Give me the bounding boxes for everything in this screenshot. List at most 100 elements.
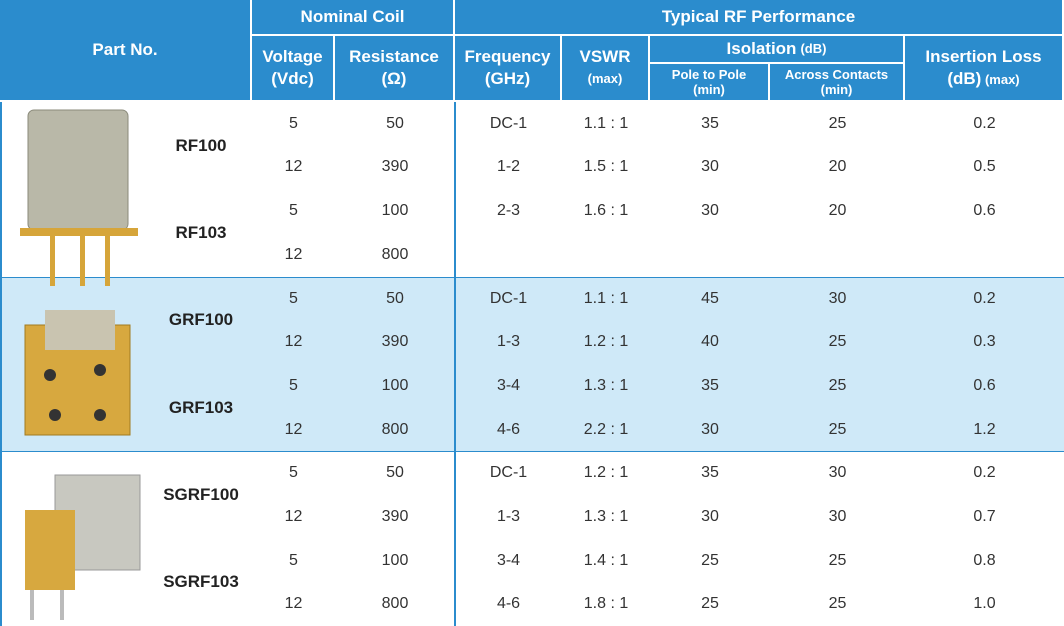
data-cell: 12 (252, 233, 335, 277)
cell-text: (dB) (max) (947, 68, 1019, 91)
cell-text: 390 (381, 333, 409, 351)
data-cell: 12 (252, 582, 335, 626)
cell-text: 12 (284, 333, 303, 351)
data-cell: 25 (650, 539, 770, 583)
data-cell: 30 (650, 189, 770, 233)
cell-text: 0.3 (973, 333, 996, 351)
cell-text: 1.0 (973, 595, 996, 613)
data-cell: 0.6 (905, 364, 1064, 408)
data-cell: 390 (335, 146, 455, 190)
data-cell: 1.5 : 1 (562, 146, 650, 190)
header-cell: Voltage (Vdc) (252, 36, 335, 102)
cell-text: Pole to Pole (671, 67, 747, 82)
cell-text: (dB) (800, 41, 827, 56)
cell-text: RF100 (175, 135, 227, 155)
cell-text: 0.6 (973, 202, 996, 220)
cell-text: 0.5 (973, 158, 996, 176)
data-cell: 1.3 : 1 (562, 364, 650, 408)
cell-text: Typical RF Performance (661, 7, 856, 26)
cell-text: 1.8 : 1 (583, 595, 629, 613)
cell-text: 30 (828, 289, 847, 307)
cell-text: 4-6 (496, 595, 521, 613)
data-cell: 1.2 : 1 (562, 320, 650, 364)
cell-text: SGRF100 (163, 485, 239, 505)
header-cell: Nominal Coil (252, 0, 455, 36)
cell-text: 25 (828, 595, 847, 613)
cell-text: 5 (289, 114, 298, 132)
data-cell: 0.5 (905, 146, 1064, 190)
cell-text: GRF100 (168, 310, 234, 330)
data-cell: 50 (335, 451, 455, 495)
part-name: RF103 (150, 189, 252, 276)
cell-text: 390 (381, 507, 409, 525)
cell-text: 30 (701, 420, 719, 438)
data-cell: 4-6 (455, 582, 562, 626)
data-cell: 3-4 (455, 539, 562, 583)
data-cell: 2.2 : 1 (562, 408, 650, 452)
data-cell: 390 (335, 495, 455, 539)
cell-text: 3-4 (496, 376, 521, 394)
cell-text: 12 (284, 420, 303, 438)
cell-text: 1.1 : 1 (583, 289, 629, 307)
data-cell: 800 (335, 582, 455, 626)
cell-text: (max) (587, 71, 623, 86)
cell-text: VSWR (579, 47, 631, 66)
data-cell: 800 (335, 408, 455, 452)
cell-text: (dB) (947, 68, 982, 88)
cell-text: 1-3 (496, 507, 521, 525)
cell-text: 1.5 : 1 (583, 158, 629, 176)
data-cell: 1.2 : 1 (562, 451, 650, 495)
cell-text: 1.3 : 1 (583, 376, 629, 394)
cell-text: Voltage (262, 47, 323, 66)
cell-text: DC-1 (489, 289, 528, 307)
data-cell: 100 (335, 364, 455, 408)
cell-text: Nominal Coil (300, 7, 405, 26)
data-cell: 30 (770, 495, 905, 539)
data-cell: 5 (252, 102, 335, 146)
data-cell: 50 (335, 277, 455, 321)
cell-text: DC-1 (489, 464, 528, 482)
data-cell: 25 (770, 582, 905, 626)
cell-text: 100 (381, 551, 409, 569)
data-cell: 25 (650, 582, 770, 626)
header-cell: VSWR (max) (562, 36, 650, 102)
cell-text: 100 (381, 202, 409, 220)
cell-text: 35 (701, 114, 719, 132)
header-cell: Part No. (0, 0, 252, 102)
data-cell: 0.2 (905, 451, 1064, 495)
cell-text: 30 (701, 158, 719, 176)
data-cell: 12 (252, 320, 335, 364)
data-cell: 5 (252, 539, 335, 583)
cell-text: 5 (289, 551, 298, 569)
divider (454, 102, 456, 626)
header-cell: Resistance (Ω) (335, 36, 455, 102)
data-cell: 20 (770, 189, 905, 233)
cell-text: (max) (981, 71, 1020, 87)
cell-text: 45 (701, 289, 719, 307)
data-cell: 25 (770, 364, 905, 408)
data-cell: 3-4 (455, 364, 562, 408)
data-cell: 30 (770, 277, 905, 321)
data-cell: 1.2 (905, 408, 1064, 452)
data-cell: DC-1 (455, 451, 562, 495)
data-cell: 1.6 : 1 (562, 189, 650, 233)
data-cell: 390 (335, 320, 455, 364)
cell-text: GRF103 (168, 397, 234, 417)
data-cell: 4-6 (455, 408, 562, 452)
data-cell: 5 (252, 451, 335, 495)
cell-text: Resistance (349, 47, 439, 66)
data-cell: DC-1 (455, 277, 562, 321)
data-cell: 30 (770, 451, 905, 495)
data-cell: 0.8 (905, 539, 1064, 583)
cell-text: 1-3 (496, 333, 521, 351)
data-cell: 45 (650, 277, 770, 321)
cell-text: 1.6 : 1 (583, 202, 629, 220)
cell-text: 25 (701, 551, 719, 569)
data-cell: 0.2 (905, 277, 1064, 321)
cell-text: 0.2 (973, 114, 996, 132)
header-cell: Frequency (GHz) (455, 36, 562, 102)
data-cell: 0.2 (905, 102, 1064, 146)
data-cell: 0.6 (905, 189, 1064, 233)
cell-text: 5 (289, 464, 298, 482)
